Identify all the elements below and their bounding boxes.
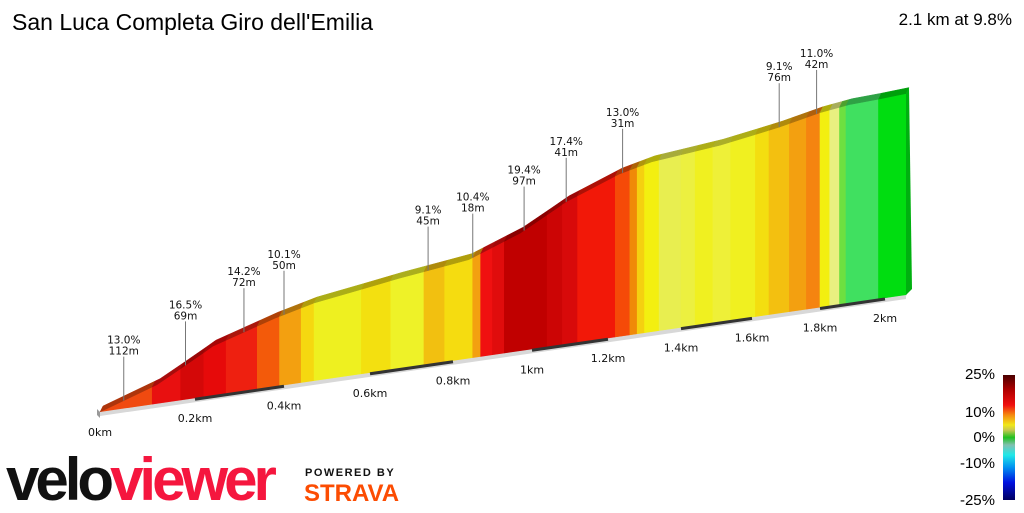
annotation-gradient: 11.0% bbox=[800, 48, 833, 60]
profile-segment bbox=[614, 169, 631, 338]
distance-bar bbox=[369, 360, 454, 376]
climb-title: San Luca Completa Giro dell'Emilia bbox=[12, 9, 374, 35]
annotation-length: 41m bbox=[554, 147, 578, 159]
profile-segment bbox=[390, 271, 425, 371]
profile-segment bbox=[423, 265, 446, 366]
distance-bar bbox=[531, 337, 609, 352]
powered-by-label: POWERED BY bbox=[305, 467, 396, 479]
profile-segment bbox=[819, 109, 831, 308]
profile-segment bbox=[279, 307, 302, 387]
distance-axis: 0km 0.2km 0.4km 0.6km 0.8km 1km 1.2km 1.4km 1.6k… bbox=[88, 295, 906, 439]
x-tick-label: 0.6km bbox=[353, 387, 388, 400]
annotation-gradient: 14.2% bbox=[227, 266, 260, 278]
annotation-length: 97m bbox=[512, 176, 536, 188]
annotation-gradient: 17.4% bbox=[550, 136, 583, 148]
profile-segment bbox=[768, 123, 790, 316]
profile-end-face bbox=[906, 87, 912, 295]
profile-segment bbox=[636, 164, 645, 335]
profile-segment bbox=[256, 316, 280, 390]
x-tick-label: 0.2km bbox=[178, 412, 213, 425]
annotation-length: 45m bbox=[416, 216, 440, 228]
legend-label-25: 25% bbox=[964, 366, 995, 383]
profile-segment bbox=[845, 98, 879, 305]
x-tick-label: 1.8km bbox=[803, 321, 838, 334]
annotation-gradient: 10.4% bbox=[456, 192, 489, 204]
profile-segments bbox=[99, 87, 912, 413]
x-tick-label: 1.2km bbox=[591, 352, 626, 365]
distance-bar bbox=[819, 297, 886, 310]
climb-summary: 2.1 km at 9.8% bbox=[898, 10, 1012, 29]
profile-segment bbox=[629, 166, 638, 336]
annotation-length: 42m bbox=[805, 59, 829, 71]
profile-segment bbox=[492, 240, 505, 356]
annotation-length: 72m bbox=[232, 277, 256, 289]
profile-segment bbox=[472, 253, 481, 359]
baseline-start-face bbox=[97, 409, 100, 418]
x-tick-label: 1.4km bbox=[664, 342, 699, 355]
x-tick-label: 0.4km bbox=[267, 399, 302, 412]
logo-viewer: viewer bbox=[110, 446, 277, 513]
profile-segment bbox=[839, 105, 847, 305]
profile-segment bbox=[829, 106, 840, 307]
logo-velo: velo bbox=[6, 446, 114, 513]
profile-segment bbox=[151, 368, 182, 405]
strava-logo: STRAVA bbox=[304, 480, 400, 507]
annotation-length: 76m bbox=[767, 72, 791, 84]
distance-bar bbox=[194, 384, 285, 401]
profile-segment bbox=[546, 203, 563, 348]
annotation-gradient: 16.5% bbox=[169, 299, 202, 311]
x-tick-label: 2km bbox=[873, 312, 897, 325]
profile-segment bbox=[680, 150, 696, 328]
legend-label-neg25: -25% bbox=[959, 492, 995, 509]
profile-segment bbox=[755, 129, 770, 318]
profile-segment bbox=[300, 302, 315, 384]
annotation-gradient: 9.1% bbox=[766, 61, 793, 73]
profile-segment bbox=[480, 246, 493, 358]
annotation-gradient: 13.0% bbox=[606, 107, 639, 119]
profile-segment bbox=[789, 117, 807, 313]
distance-bar bbox=[680, 316, 753, 331]
annotation-length: 69m bbox=[174, 310, 198, 322]
profile-segment bbox=[878, 93, 907, 300]
x-tick-label: 1.6km bbox=[735, 331, 770, 344]
annotation-gradient: 9.1% bbox=[415, 205, 442, 217]
profile-segment bbox=[730, 134, 756, 321]
x-tick-label: 1km bbox=[520, 363, 544, 376]
veloviewer-logo: veloviewer bbox=[6, 450, 277, 510]
annotation-length: 50m bbox=[272, 260, 296, 272]
profile-segment bbox=[806, 112, 821, 310]
gradient-annotations: 13.0%112m16.5%69m14.2%72m10.1%50m9.1%45m… bbox=[107, 48, 833, 401]
profile-segment bbox=[562, 195, 578, 346]
profile-segment bbox=[577, 175, 616, 343]
profile-segment bbox=[444, 257, 474, 363]
annotation-length: 18m bbox=[461, 203, 485, 215]
legend-label-10: 10% bbox=[964, 404, 995, 421]
x-tick-label: 0km bbox=[88, 426, 112, 439]
profile-segment bbox=[361, 280, 392, 375]
x-tick-label: 0.8km bbox=[436, 375, 471, 388]
annotation-length: 112m bbox=[109, 346, 139, 358]
profile-segment bbox=[712, 141, 732, 324]
legend-label-0: 0% bbox=[973, 429, 995, 446]
annotation-gradient: 19.4% bbox=[507, 165, 540, 177]
gradient-color-legend bbox=[1003, 375, 1015, 500]
annotation-gradient: 10.1% bbox=[267, 249, 300, 261]
annotation-length: 31m bbox=[611, 118, 635, 130]
legend-label-neg10: -10% bbox=[959, 455, 995, 472]
profile-segment bbox=[313, 288, 362, 382]
profile-segment bbox=[644, 159, 660, 334]
profile-segment bbox=[658, 154, 682, 332]
profile-segment bbox=[694, 146, 714, 326]
annotation-gradient: 13.0% bbox=[107, 335, 140, 347]
